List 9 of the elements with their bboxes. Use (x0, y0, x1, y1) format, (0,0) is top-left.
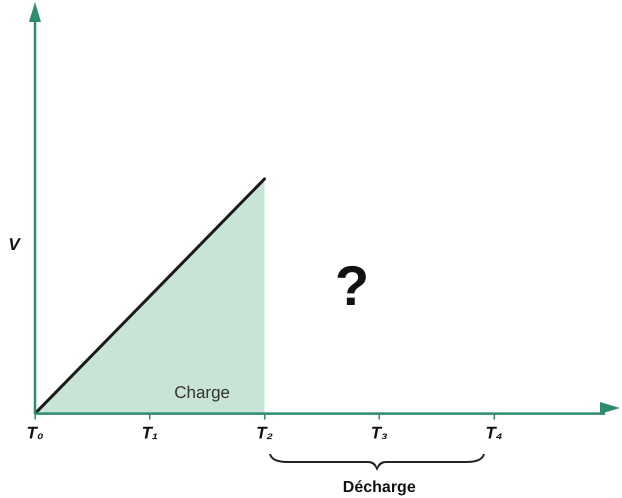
y-axis-title: V (8, 235, 22, 254)
text: Décharge (342, 479, 416, 496)
x-tick-label: T₀ (26, 423, 44, 442)
x-tick-label: T₁ (142, 423, 158, 442)
annotation: ? (334, 254, 370, 317)
x-tick-label: T₃ (370, 423, 388, 442)
x-tick-label: T₄ (485, 423, 503, 442)
x-tick-label: T₂ (256, 423, 274, 442)
annotation: Charge (174, 383, 230, 402)
